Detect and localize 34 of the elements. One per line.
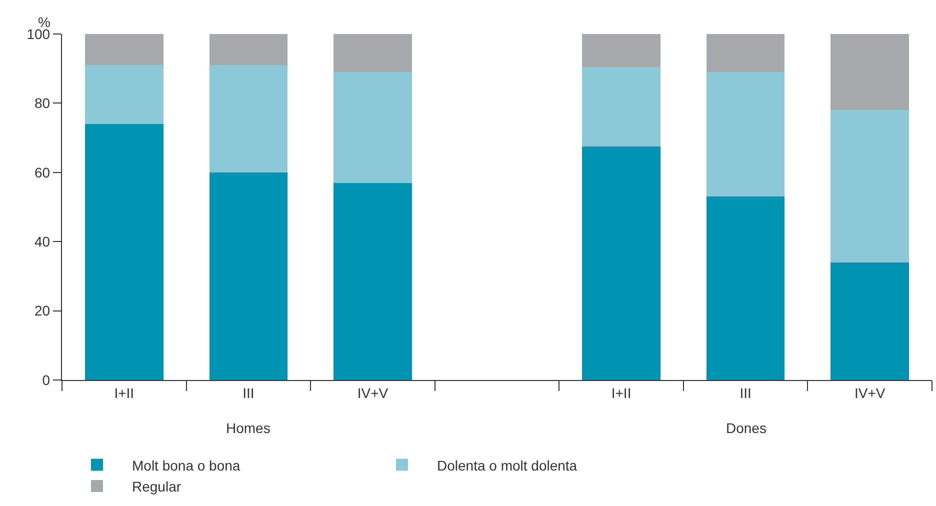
y-tick-label: 40 — [34, 234, 50, 250]
bar — [582, 146, 660, 380]
bar — [830, 262, 910, 380]
bar — [209, 172, 288, 380]
text: Dones — [726, 420, 766, 436]
y-tick-label: 60 — [34, 164, 50, 180]
bar — [706, 72, 785, 197]
bar — [334, 182, 412, 380]
legend-label: Molt bona o bona — [132, 457, 240, 474]
bar — [706, 34, 785, 72]
y-tick-label: 0 — [42, 372, 50, 388]
bar — [830, 34, 910, 110]
text: Homes — [226, 420, 270, 436]
bar — [84, 65, 164, 124]
y-tick-label: 80 — [34, 95, 50, 112]
bar — [209, 34, 288, 66]
bar — [334, 72, 412, 183]
bar — [334, 34, 412, 72]
x-tick-label: IV+V — [854, 384, 886, 401]
bar — [209, 65, 288, 172]
bar — [84, 124, 164, 380]
x-tick-label: IV+V — [357, 384, 389, 401]
bar — [830, 110, 910, 262]
x-tick-label: III — [242, 384, 254, 401]
bar — [706, 196, 785, 380]
bar — [582, 34, 660, 67]
bar — [582, 66, 660, 146]
y-tick-label: 20 — [34, 302, 50, 319]
legend-label: Dolenta o molt dolenta — [437, 457, 578, 474]
x-tick-label: I+II — [114, 384, 134, 401]
x-tick-label: I+II — [611, 384, 632, 401]
legend-label: Regular — [132, 478, 182, 494]
bar — [84, 34, 164, 66]
x-tick-label: III — [740, 384, 752, 401]
